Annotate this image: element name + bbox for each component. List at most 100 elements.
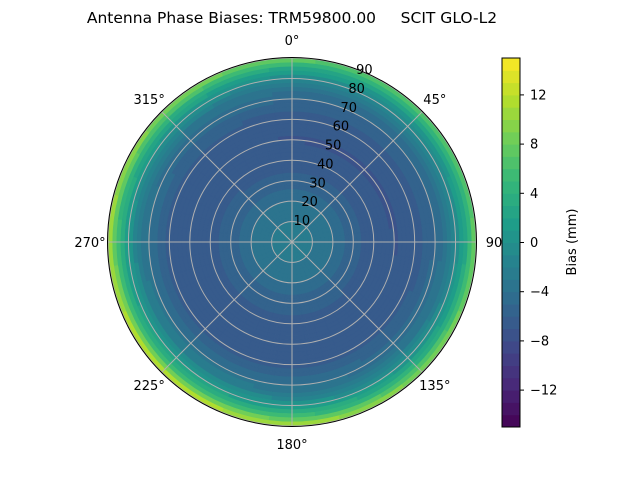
colorbar-band bbox=[502, 390, 520, 403]
radial-tick-label: 30 bbox=[309, 176, 326, 191]
colorbar-tick-label: 12 bbox=[530, 88, 547, 103]
contour-cell bbox=[287, 213, 293, 219]
contour-cell bbox=[238, 234, 244, 243]
colorbar-band bbox=[502, 340, 520, 354]
contour-cell bbox=[315, 237, 321, 243]
radial-tick-labels: 10 20 30 40 50 60 70 80 90 bbox=[294, 63, 373, 229]
colorbar-band bbox=[502, 377, 520, 391]
angular-tick-label: 0° bbox=[285, 34, 300, 49]
colorbar-tick-label: −4 bbox=[530, 285, 549, 300]
contour-cell bbox=[286, 204, 293, 210]
contour-cell bbox=[324, 236, 330, 243]
colorbar-band bbox=[502, 156, 520, 170]
colorbar-band bbox=[502, 181, 520, 194]
contour-cell bbox=[284, 188, 293, 194]
radial-tick-label: 40 bbox=[317, 157, 334, 172]
colorbar-band bbox=[502, 304, 520, 317]
colorbar-band bbox=[502, 70, 520, 84]
angular-gridline bbox=[291, 241, 423, 373]
angular-tick-label: 225° bbox=[134, 379, 165, 394]
chart-title: Antenna Phase Biases: TRM59800.00 SCIT G… bbox=[87, 9, 497, 27]
contour-cell bbox=[254, 241, 260, 248]
contour-cell bbox=[242, 235, 248, 243]
colorbar-band bbox=[502, 230, 520, 243]
colorbar-tick-label: −8 bbox=[530, 334, 549, 349]
contour-cell bbox=[263, 241, 269, 247]
colorbar-band bbox=[502, 365, 520, 379]
contour-cell bbox=[238, 241, 244, 250]
polar-frame bbox=[107, 57, 477, 427]
contour-cell bbox=[234, 234, 240, 243]
polar-grid bbox=[107, 57, 477, 427]
colorbar-label: Bias (mm) bbox=[565, 209, 580, 276]
contour-cell bbox=[291, 270, 297, 276]
angular-tick-label: 315° bbox=[134, 93, 165, 108]
contour-cell bbox=[242, 241, 248, 249]
contour-cell bbox=[284, 290, 293, 296]
contour-cell bbox=[291, 294, 300, 300]
contour-cell bbox=[336, 235, 342, 243]
colorbar-tick-label: 0 bbox=[530, 236, 538, 251]
angular-gridline bbox=[291, 111, 423, 243]
colorbar-tick-label: 8 bbox=[530, 138, 538, 153]
colorbar-tick-label: −12 bbox=[530, 384, 557, 399]
colorbar-band bbox=[502, 279, 520, 293]
colorbar-band bbox=[502, 217, 520, 231]
colorbar-band bbox=[502, 119, 520, 133]
radial-tick-label: 50 bbox=[325, 139, 342, 154]
colorbar-band bbox=[502, 242, 520, 256]
contour-cell bbox=[284, 184, 293, 190]
colorbar-tick-label: 4 bbox=[530, 187, 538, 202]
colorbar-band bbox=[502, 328, 520, 342]
contour-cell bbox=[291, 184, 300, 190]
radial-tick-label: 90 bbox=[356, 63, 373, 78]
colorbar-band bbox=[502, 316, 520, 330]
colorbar-band bbox=[502, 58, 520, 71]
radial-tick-label: 70 bbox=[340, 101, 357, 116]
contour-cell bbox=[291, 290, 300, 296]
contour-cell bbox=[284, 294, 293, 300]
contour-cell bbox=[258, 241, 264, 247]
contour-cell bbox=[291, 188, 300, 194]
contour-cell bbox=[287, 208, 293, 214]
radial-tick-label: 20 bbox=[301, 195, 318, 210]
angular-tick-label: 45° bbox=[423, 93, 446, 108]
contour-cell bbox=[291, 265, 297, 271]
angular-tick-label: 180° bbox=[276, 438, 307, 453]
angular-gridline bbox=[161, 111, 293, 243]
colorbar-band bbox=[502, 144, 520, 157]
contour-cell bbox=[344, 241, 350, 250]
colorbar-band bbox=[502, 94, 520, 108]
angular-tick-label: 270° bbox=[74, 236, 105, 251]
contour-cell bbox=[285, 286, 293, 292]
radial-tick-label: 80 bbox=[348, 82, 365, 97]
colorbar-band bbox=[502, 267, 520, 280]
colorbar-band bbox=[502, 353, 520, 366]
colorbar-band bbox=[502, 205, 520, 219]
colorbar-band bbox=[502, 291, 520, 305]
colorbar-band bbox=[502, 254, 520, 268]
colorbar-band bbox=[502, 414, 520, 428]
contour-cell bbox=[340, 234, 346, 243]
contour-cell bbox=[320, 237, 326, 243]
contour-cell bbox=[291, 286, 299, 292]
colorbar-band bbox=[502, 131, 520, 145]
contour-cell bbox=[234, 241, 240, 250]
contour-cell bbox=[291, 274, 298, 280]
colorbar-band bbox=[502, 82, 520, 96]
colorbar-band bbox=[502, 168, 520, 182]
radial-tick-label: 60 bbox=[333, 120, 350, 135]
angular-tick-label: 90 bbox=[486, 236, 503, 251]
angular-gridline bbox=[161, 241, 293, 373]
contour-cell bbox=[336, 241, 342, 249]
angular-tick-label: 135° bbox=[419, 379, 450, 394]
angular-tick-labels: 0° 45° 90 135° 180° 225° 270° 315° bbox=[74, 34, 502, 453]
colorbar-band bbox=[502, 107, 520, 120]
radial-tick-label: 10 bbox=[294, 214, 311, 229]
colorbar: −12 −8 −4 0 4 8 12 bbox=[501, 57, 557, 428]
colorbar-band bbox=[502, 193, 520, 207]
contour-cell bbox=[285, 192, 293, 198]
contour-cell bbox=[344, 234, 350, 243]
colorbar-band bbox=[502, 402, 520, 416]
